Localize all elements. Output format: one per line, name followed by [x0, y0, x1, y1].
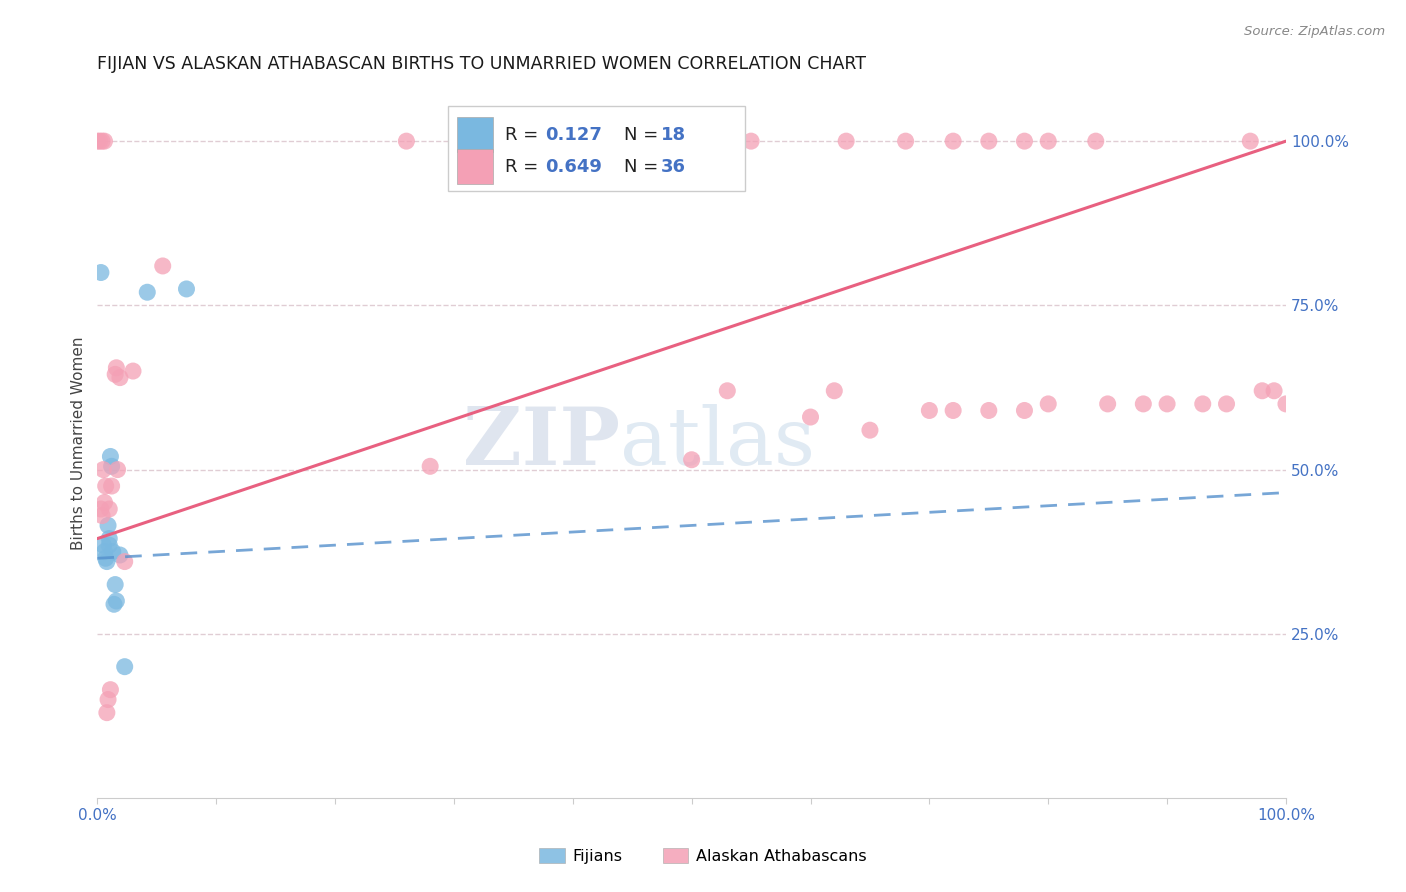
Point: [1251, 384, 1274, 398]
FancyBboxPatch shape: [457, 117, 494, 153]
Point: [98, 502, 121, 516]
Point: [114, 659, 136, 673]
Y-axis label: Births to Unmarried Women: Births to Unmarried Women: [72, 336, 86, 550]
Point: [1156, 397, 1178, 411]
Point: [1239, 134, 1261, 148]
Text: 18: 18: [661, 126, 686, 144]
Point: [1275, 397, 1298, 411]
Text: Source: ZipAtlas.com: Source: ZipAtlas.com: [1244, 25, 1385, 38]
Point: [1191, 397, 1213, 411]
Point: [91, 508, 114, 523]
Point: [100, 479, 122, 493]
Text: 36: 36: [661, 158, 686, 176]
Text: R =: R =: [505, 158, 544, 176]
Point: [108, 370, 131, 384]
Point: [740, 134, 762, 148]
Point: [1215, 397, 1237, 411]
Point: [90, 502, 112, 516]
Point: [977, 134, 1000, 148]
FancyBboxPatch shape: [449, 106, 745, 192]
Point: [104, 577, 127, 591]
Point: [93, 545, 115, 559]
Point: [100, 459, 122, 474]
Point: [1038, 397, 1060, 411]
Point: [90, 266, 112, 280]
Point: [894, 134, 917, 148]
Point: [105, 360, 128, 375]
Point: [91, 462, 114, 476]
Point: [97, 518, 120, 533]
Point: [395, 134, 418, 148]
Point: [114, 555, 136, 569]
Point: [93, 495, 115, 509]
Point: [94, 479, 117, 493]
Point: [176, 282, 198, 296]
Point: [1014, 134, 1036, 148]
Point: [86, 134, 108, 148]
Point: [942, 134, 965, 148]
Point: [942, 403, 965, 417]
Text: 0.649: 0.649: [546, 158, 602, 176]
Point: [1084, 134, 1107, 148]
Text: R =: R =: [505, 126, 544, 144]
Point: [1097, 397, 1119, 411]
Text: 0.127: 0.127: [546, 126, 602, 144]
Point: [89, 134, 111, 148]
Point: [104, 368, 127, 382]
Point: [107, 462, 129, 476]
Point: [103, 597, 125, 611]
Point: [1132, 397, 1154, 411]
Point: [100, 450, 122, 464]
Point: [96, 555, 118, 569]
Text: atlas: atlas: [620, 404, 815, 483]
Point: [1263, 384, 1285, 398]
Point: [1038, 134, 1060, 148]
Point: [681, 452, 703, 467]
Point: [94, 551, 117, 566]
Text: FIJIAN VS ALASKAN ATHABASCAN BIRTHS TO UNMARRIED WOMEN CORRELATION CHART: FIJIAN VS ALASKAN ATHABASCAN BIRTHS TO U…: [97, 55, 866, 73]
Point: [152, 259, 174, 273]
Point: [91, 538, 114, 552]
Point: [136, 285, 159, 300]
Legend: Fijians, Alaskan Athabascans: Fijians, Alaskan Athabascans: [533, 842, 873, 871]
Point: [716, 384, 738, 398]
Point: [419, 459, 441, 474]
FancyBboxPatch shape: [457, 149, 494, 185]
Point: [108, 548, 131, 562]
Point: [91, 134, 114, 148]
Point: [823, 384, 845, 398]
Point: [105, 594, 128, 608]
Point: [96, 706, 118, 720]
Point: [977, 403, 1000, 417]
Point: [98, 538, 121, 552]
Point: [101, 545, 124, 559]
Point: [918, 403, 941, 417]
Point: [835, 134, 858, 148]
Text: N =: N =: [624, 126, 664, 144]
Text: N =: N =: [624, 158, 664, 176]
Point: [98, 532, 121, 546]
Text: ZIP: ZIP: [464, 404, 620, 483]
Point: [122, 364, 145, 378]
Point: [1014, 403, 1036, 417]
Point: [799, 410, 821, 425]
Point: [100, 682, 122, 697]
Point: [97, 692, 120, 706]
Point: [859, 423, 882, 437]
Point: [93, 134, 115, 148]
